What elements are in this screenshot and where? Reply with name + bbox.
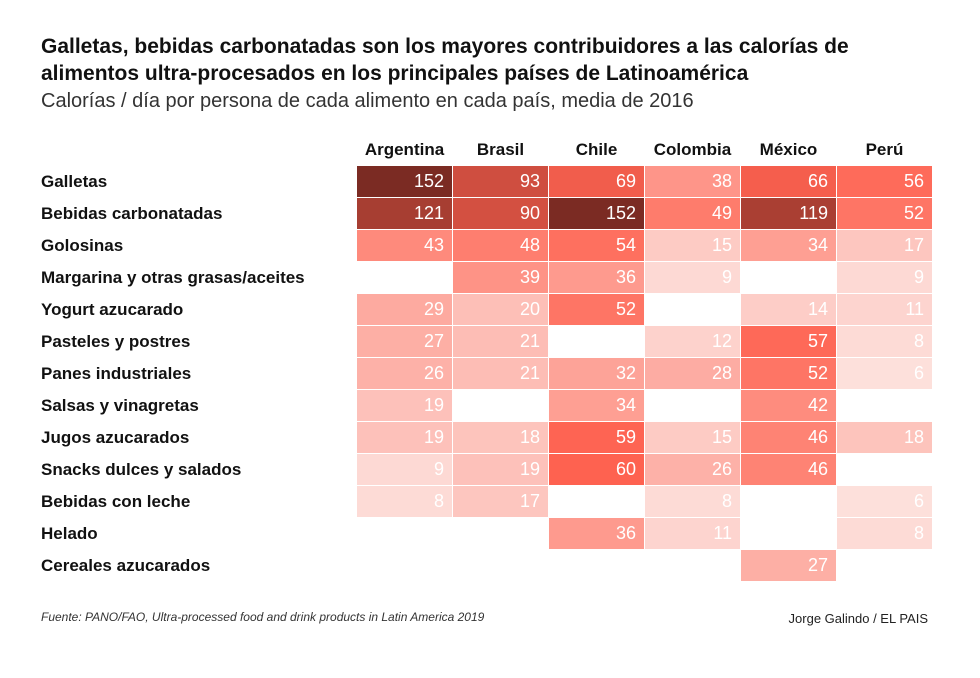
heatmap-cell: 49 bbox=[645, 198, 740, 229]
heatmap-cell: 21 bbox=[453, 358, 548, 389]
heatmap-cell: 11 bbox=[645, 518, 740, 549]
heatmap-cell: 152 bbox=[549, 198, 644, 229]
heatmap-cell: 6 bbox=[837, 358, 932, 389]
heatmap-cell: 38 bbox=[645, 166, 740, 197]
heatmap-cell: 60 bbox=[549, 454, 644, 485]
heatmap-cell: 19 bbox=[357, 422, 452, 453]
heatmap-cell: 8 bbox=[837, 326, 932, 357]
heatmap-cell: 43 bbox=[357, 230, 452, 261]
heatmap-cell: 48 bbox=[453, 230, 548, 261]
heatmap-cell: 52 bbox=[741, 358, 836, 389]
heatmap-cell: 46 bbox=[741, 422, 836, 453]
heatmap-cell: 36 bbox=[549, 518, 644, 549]
heatmap-cell: 34 bbox=[741, 230, 836, 261]
row-label: Pasteles y postres bbox=[41, 332, 191, 351]
heatmap-cell: 8 bbox=[837, 518, 932, 549]
heatmap-cell: 15 bbox=[645, 230, 740, 261]
heatmap-cell: 34 bbox=[549, 390, 644, 421]
heatmap-cell: 54 bbox=[549, 230, 644, 261]
heatmap-cell: 28 bbox=[645, 358, 740, 389]
row-label: Snacks dulces y salados bbox=[41, 460, 242, 479]
row-label: Bebidas carbonatadas bbox=[41, 204, 223, 223]
heatmap-cell: 36 bbox=[549, 262, 644, 293]
heatmap-cell: 93 bbox=[453, 166, 548, 197]
heatmap-cell: 29 bbox=[357, 294, 452, 325]
heatmap-cell: 57 bbox=[741, 326, 836, 357]
heatmap-cell: 152 bbox=[357, 166, 452, 197]
row-label: Salsas y vinagretas bbox=[41, 396, 199, 415]
heatmap-cell: 56 bbox=[837, 166, 932, 197]
row-label: Margarina y otras grasas/aceites bbox=[41, 268, 305, 287]
heatmap-cell: 19 bbox=[453, 454, 548, 485]
heatmap-cell: 9 bbox=[645, 262, 740, 293]
heatmap-cell: 39 bbox=[453, 262, 548, 293]
heatmap-cell: 17 bbox=[837, 230, 932, 261]
heatmap-cell: 9 bbox=[357, 454, 452, 485]
column-header: Chile bbox=[575, 140, 618, 159]
source-note: Fuente: PANO/FAO, Ultra-processed food a… bbox=[41, 610, 485, 624]
heatmap-cell: 6 bbox=[837, 486, 932, 517]
row-label: Helado bbox=[41, 524, 98, 543]
heatmap-cell: 20 bbox=[453, 294, 548, 325]
row-label: Yogurt azucarado bbox=[41, 300, 184, 319]
heatmap-cell: 27 bbox=[357, 326, 452, 357]
heatmap-cell: 15 bbox=[645, 422, 740, 453]
column-header: Colombia bbox=[653, 140, 732, 159]
heatmap-cell: 12 bbox=[645, 326, 740, 357]
row-label: Panes industriales bbox=[41, 364, 192, 383]
heatmap-cell: 18 bbox=[453, 422, 548, 453]
column-header: México bbox=[759, 140, 818, 159]
heatmap-cell: 26 bbox=[645, 454, 740, 485]
column-header: Perú bbox=[865, 140, 904, 159]
heatmap-cell: 8 bbox=[645, 486, 740, 517]
heatmap-cell: 121 bbox=[357, 198, 452, 229]
heatmap-cell: 52 bbox=[837, 198, 932, 229]
heatmap-cell: 8 bbox=[357, 486, 452, 517]
heatmap-cell: 18 bbox=[837, 422, 932, 453]
chart-subtitle: Calorías / día por persona de cada alime… bbox=[41, 90, 694, 112]
heatmap-cell: 21 bbox=[453, 326, 548, 357]
heatmap-cell: 32 bbox=[549, 358, 644, 389]
row-label: Galletas bbox=[41, 172, 108, 191]
row-label: Bebidas con leche bbox=[41, 492, 191, 511]
heatmap-cell: 52 bbox=[549, 294, 644, 325]
credit: Jorge Galindo / EL PAIS bbox=[788, 611, 928, 626]
heatmap-cell: 27 bbox=[741, 550, 836, 581]
heatmap-cell: 59 bbox=[549, 422, 644, 453]
row-label: Golosinas bbox=[41, 236, 124, 255]
heatmap-cell: 90 bbox=[453, 198, 548, 229]
heatmap-cell: 66 bbox=[741, 166, 836, 197]
heatmap-cell: 119 bbox=[741, 198, 836, 229]
heatmap-cell: 11 bbox=[837, 294, 932, 325]
column-header: Argentina bbox=[364, 140, 445, 159]
heatmap-cell: 46 bbox=[741, 454, 836, 485]
heatmap-cell: 14 bbox=[741, 294, 836, 325]
heatmap-cell: 19 bbox=[357, 390, 452, 421]
heatmap-cell: 42 bbox=[741, 390, 836, 421]
chart-title: Galletas, bebidas carbonatadas son los m… bbox=[41, 35, 849, 85]
column-header: Brasil bbox=[476, 140, 525, 159]
row-label: Cereales azucarados bbox=[41, 556, 211, 575]
heatmap-cell: 17 bbox=[453, 486, 548, 517]
heatmap-cell: 26 bbox=[357, 358, 452, 389]
row-label: Jugos azucarados bbox=[41, 428, 190, 447]
heatmap-cell: 9 bbox=[837, 262, 932, 293]
heatmap-cell: 69 bbox=[549, 166, 644, 197]
